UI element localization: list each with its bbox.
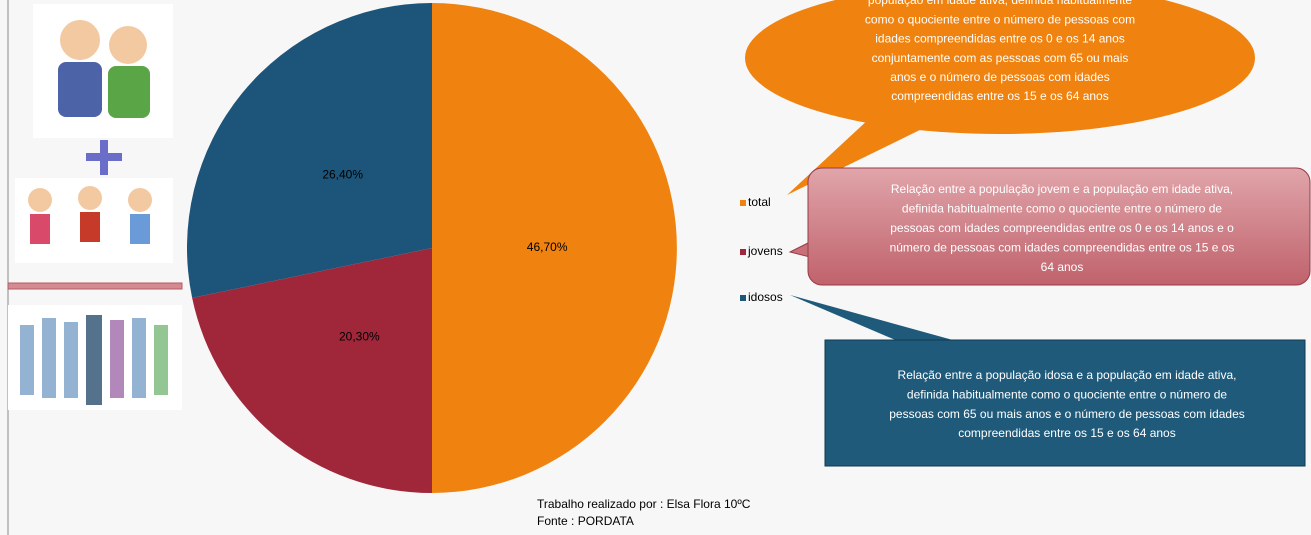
callout-text: compreendidas entre os 15 e os 64 anos: [958, 426, 1175, 440]
callout-text: pessoas com idades compreendidas entre o…: [890, 221, 1234, 235]
fraction-bar: [8, 283, 182, 289]
callout-text: como o quociente entre o número de pesso…: [865, 12, 1135, 26]
legend-label: total: [748, 195, 771, 209]
callout-box: [825, 340, 1305, 466]
callout-text: definida habitualmente como o quociente …: [907, 387, 1228, 401]
footer-text: Trabalho realizado por : Elsa Flora 10ºC: [537, 497, 751, 511]
page: Trabalho realizado por : Elsa Flora 10ºC…: [0, 0, 1311, 535]
callout-text: compreendidas entre os 15 e os 64 anos: [891, 89, 1108, 103]
callout-text: 64 anos: [1041, 260, 1084, 274]
illustrations: [8, 4, 182, 410]
callout-text: conjuntamente com as pessoas com 65 ou m…: [872, 51, 1129, 65]
elderly-image: [33, 4, 173, 138]
callout-text: Relação entre a população idosa e a popu…: [898, 368, 1237, 382]
legend-label: jovens: [747, 244, 783, 258]
callout-text: Relação entre a população jovem e a popu…: [891, 182, 1233, 196]
callout-text: anos e o número de pessoas com idades: [890, 70, 1109, 84]
plus-sign: [86, 153, 122, 161]
legend-swatch: [740, 249, 746, 255]
legend-swatch: [740, 200, 746, 206]
footer-text: Fonte : PORDATA: [537, 514, 634, 528]
legend-label: idosos: [748, 290, 783, 304]
callout-text: definida habitualmente como o quociente …: [902, 202, 1223, 216]
data-label: 26,40%: [322, 168, 363, 182]
chart: Trabalho realizado por : Elsa Flora 10ºC…: [0, 0, 1311, 535]
legend-swatch: [740, 295, 746, 301]
callout-text: idades compreendidas entre os 0 e os 14 …: [875, 32, 1125, 46]
callout-text: população em idade ativa, definida habit…: [868, 0, 1133, 7]
data-label: 20,30%: [339, 330, 380, 344]
callout-text: pessoas com 65 ou mais anos e o número d…: [889, 407, 1245, 421]
callout-text: número de pessoas com idades compreendid…: [890, 241, 1235, 255]
data-label: 46,70%: [527, 240, 568, 254]
